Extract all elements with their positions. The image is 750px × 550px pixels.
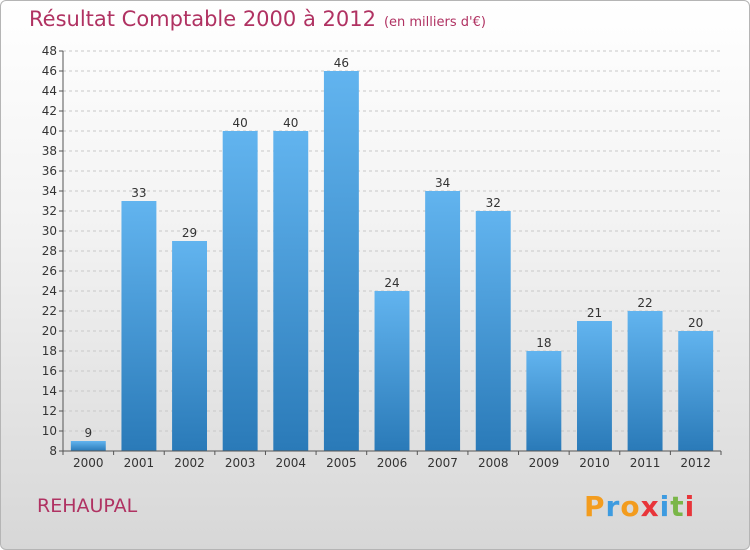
data-label: 46 — [334, 56, 349, 70]
x-tick-label: 2003 — [225, 456, 256, 470]
data-label: 9 — [84, 426, 92, 440]
data-label: 22 — [637, 296, 652, 310]
x-tick-label: 2004 — [275, 456, 306, 470]
data-label: 40 — [233, 116, 248, 130]
logo-letter: i — [684, 490, 696, 523]
x-tick-label: 2002 — [174, 456, 205, 470]
x-tick-label: 2007 — [427, 456, 458, 470]
bar-2009 — [526, 351, 562, 451]
logo-letter: P — [584, 490, 606, 523]
y-tick-label: 8 — [49, 444, 57, 458]
data-label: 32 — [486, 196, 501, 210]
y-tick-label: 42 — [42, 104, 57, 118]
chart-subtitle: (en milliers d'€) — [383, 15, 486, 30]
x-tick-label: 2010 — [579, 456, 610, 470]
x-tick-label: 2000 — [73, 456, 104, 470]
y-tick-label: 26 — [42, 264, 57, 278]
y-tick-label: 48 — [42, 44, 57, 58]
bar-2001 — [121, 201, 157, 451]
commune-name: REHAUPAL — [37, 495, 138, 517]
y-tick-label: 30 — [42, 224, 57, 238]
x-tick-label: 2006 — [377, 456, 408, 470]
logo-letter: o — [620, 490, 641, 523]
x-tick-label: 2008 — [478, 456, 509, 470]
data-label: 18 — [536, 336, 551, 350]
data-label: 40 — [283, 116, 298, 130]
logo-letter: t — [670, 490, 685, 523]
y-tick-label: 12 — [42, 404, 57, 418]
y-tick-label: 40 — [42, 124, 57, 138]
x-tick-label: 2009 — [529, 456, 560, 470]
bar-2010 — [576, 321, 612, 451]
chart-title-text: Résultat Comptable 2000 à 2012 — [29, 7, 376, 31]
x-tick-label: 2001 — [124, 456, 155, 470]
y-axis: 8 10 12 14 16 18 20 22 24 26 28 30 32 34 36 38 40 42 44 46 4… — [42, 44, 64, 458]
y-tick-label: 32 — [42, 204, 57, 218]
data-label: 34 — [435, 176, 450, 190]
bar-2002 — [172, 241, 208, 451]
y-tick-label: 44 — [42, 84, 57, 98]
y-tick-label: 24 — [42, 284, 57, 298]
y-tick-label: 10 — [42, 424, 57, 438]
bar-2005 — [323, 71, 359, 451]
data-label: 24 — [384, 276, 399, 290]
y-tick-label: 34 — [42, 184, 57, 198]
bar-2007 — [425, 191, 461, 451]
logo-letter: x — [640, 490, 660, 523]
chart-title: Résultat Comptable 2000 à 2012 (en millie… — [29, 7, 486, 31]
x-tick-label: 2012 — [680, 456, 711, 470]
y-tick-label: 18 — [42, 344, 57, 358]
y-tick-label: 28 — [42, 244, 57, 258]
x-tick-label: 2005 — [326, 456, 357, 470]
y-tick-label: 14 — [42, 384, 57, 398]
x-tick-label: 2011 — [630, 456, 661, 470]
y-tick-label: 16 — [42, 364, 57, 378]
y-tick-label: 46 — [42, 64, 57, 78]
y-tick-label: 38 — [42, 144, 57, 158]
logo-letter: i — [659, 490, 671, 523]
bars: 9 33 29 40 40 46 24 34 32 18 21 22 20 — [70, 56, 714, 451]
bar-2008 — [475, 211, 511, 451]
data-label: 33 — [131, 186, 146, 200]
y-tick-label: 36 — [42, 164, 57, 178]
data-label: 21 — [587, 306, 602, 320]
bar-2006 — [374, 291, 410, 451]
logo-letter: r — [605, 490, 621, 523]
bar-2011 — [627, 311, 663, 451]
y-tick-label: 20 — [42, 324, 57, 338]
bar-2004 — [273, 131, 309, 451]
y-tick-label: 22 — [42, 304, 57, 318]
data-label: 29 — [182, 226, 197, 240]
data-label: 20 — [688, 316, 703, 330]
bar-2012 — [678, 331, 714, 451]
bar-2000 — [70, 441, 106, 451]
proxiti-logo: Proxiti — [584, 490, 695, 523]
bar-2003 — [222, 131, 258, 451]
x-axis: 2000 2001 2002 2003 2004 2005 2006 2007 2008 2009… — [62, 450, 722, 470]
